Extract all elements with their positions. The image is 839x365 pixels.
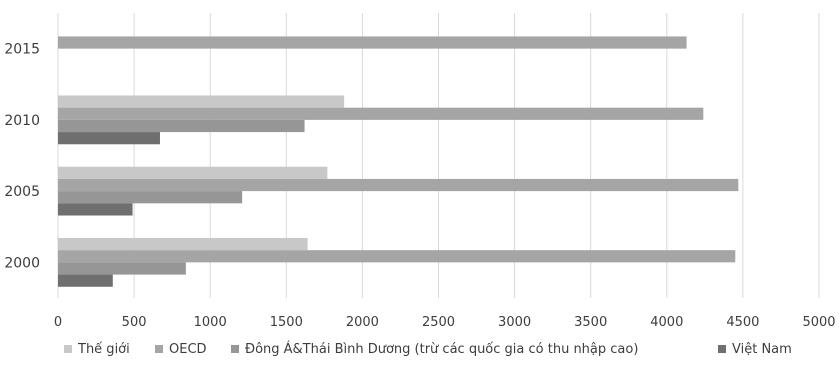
bar <box>58 262 186 275</box>
x-tick-label: 2500 <box>422 315 455 330</box>
bar <box>58 95 345 108</box>
legend-swatch <box>64 345 72 353</box>
bar <box>58 132 160 145</box>
x-tick-label: 3000 <box>498 315 531 330</box>
x-tick-label: 3500 <box>574 315 607 330</box>
x-tick-label: 5000 <box>802 315 835 330</box>
bar <box>58 237 308 251</box>
bar <box>58 250 736 263</box>
y-category-label: 2010 <box>4 113 40 129</box>
x-tick-label: 4500 <box>726 315 759 330</box>
x-tick-label: 1000 <box>194 315 227 330</box>
bar <box>58 119 305 133</box>
y-category-label: 2005 <box>4 184 40 200</box>
legend-label: Thế giới <box>77 342 130 357</box>
x-tick-label: 1500 <box>270 315 303 330</box>
legend-label: OECD <box>169 342 207 357</box>
x-tick-label: 0 <box>54 315 62 330</box>
bar <box>58 203 133 216</box>
legend-label: Việt Nam <box>732 342 792 357</box>
bar <box>58 274 113 287</box>
bar <box>58 191 243 204</box>
bar <box>58 178 739 192</box>
legend-swatch <box>718 345 726 353</box>
bars <box>58 36 739 287</box>
bar <box>58 107 704 120</box>
bar <box>58 166 328 179</box>
legend-swatch <box>231 345 239 353</box>
x-tick-label: 500 <box>122 315 147 330</box>
x-tick-label: 4000 <box>650 315 683 330</box>
gridlines <box>57 13 820 298</box>
y-category-label: 2000 <box>4 255 40 271</box>
axis-labels: 0 500 1000 1500 2000 2500 3000 3500 4000 4500 5000… <box>4 42 835 330</box>
x-tick-label: 2000 <box>346 315 379 330</box>
y-category-label: 2015 <box>4 42 40 58</box>
legend: Thế giới OECD Đông Á&Thái Bình Dương (trừ … <box>64 341 792 357</box>
legend-label: Đông Á&Thái Bình Dương (trừ các quốc gia… <box>245 341 638 357</box>
bar <box>58 36 687 49</box>
legend-swatch <box>155 345 163 353</box>
